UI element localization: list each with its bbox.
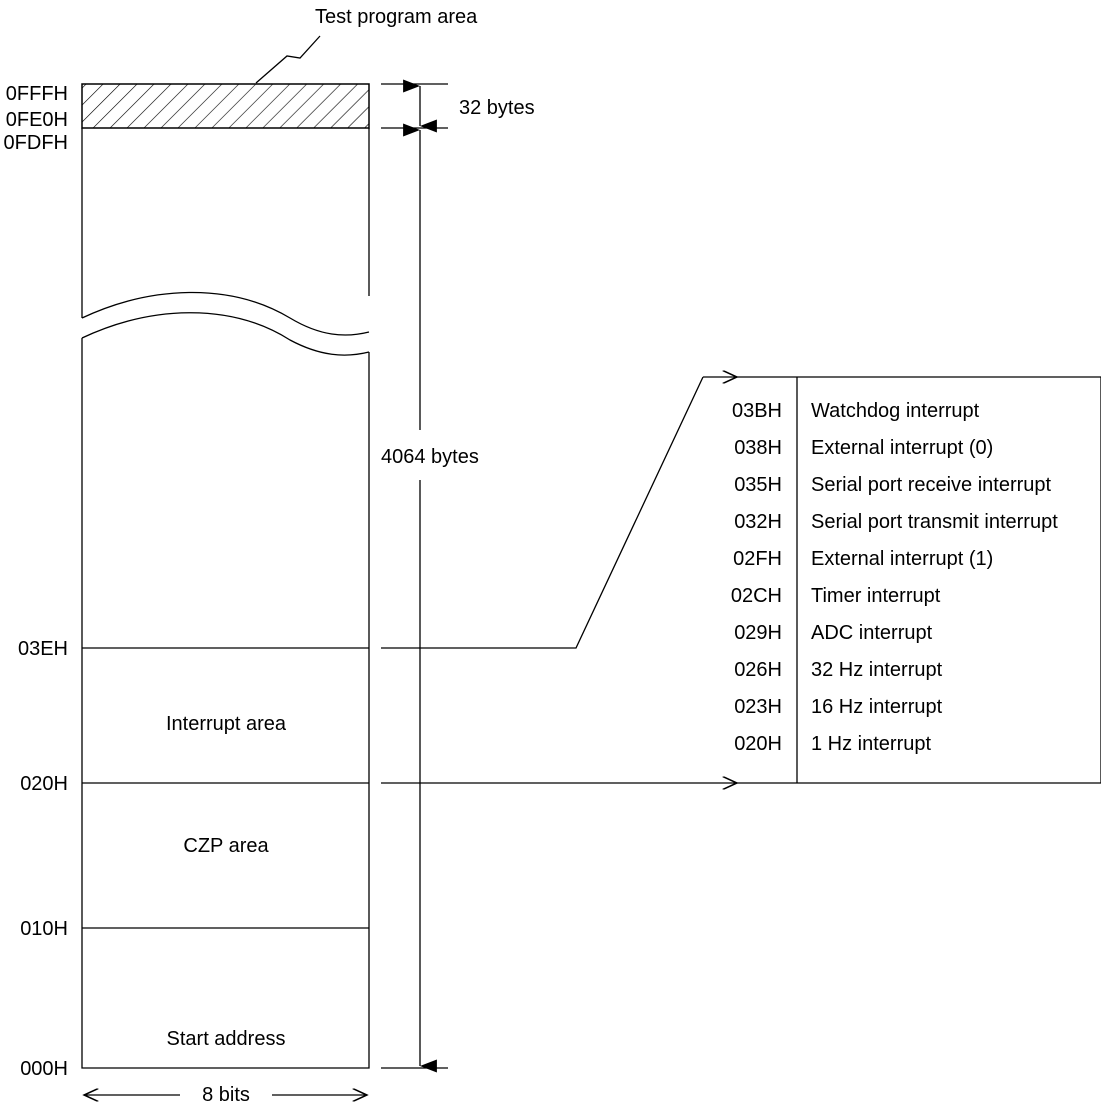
addr-03eh: 03EH	[18, 638, 68, 660]
vector-label: Serial port receive interrupt	[811, 474, 1052, 496]
vector-label: External interrupt (0)	[811, 437, 993, 459]
vector-address: 023H	[734, 696, 782, 718]
vector-label: 1 Hz interrupt	[811, 733, 931, 755]
vector-table: 03BH Watchdog interrupt 038H External inter…	[731, 400, 1058, 755]
interrupt-area-label: Interrupt area	[166, 713, 287, 735]
start-address-label: Start address	[167, 1028, 286, 1050]
break-line-upper	[81, 291, 370, 336]
vector-label: ADC interrupt	[811, 622, 933, 644]
callout-leader-line	[255, 35, 321, 84]
break-line-lower	[81, 312, 370, 356]
addr-000h: 000H	[20, 1058, 68, 1080]
czp-area-label: CZP area	[183, 835, 269, 857]
vector-address: 035H	[734, 474, 782, 496]
vector-address: 020H	[734, 733, 782, 755]
addr-020h: 020H	[20, 773, 68, 795]
lower-block	[81, 338, 370, 1069]
addr-010h: 010H	[20, 918, 68, 940]
upper-block-sides	[81, 128, 370, 318]
vector-address: 038H	[734, 437, 782, 459]
vector-label: 16 Hz interrupt	[811, 696, 943, 718]
vector-address: 032H	[734, 511, 782, 533]
vector-label: Serial port transmit interrupt	[811, 511, 1058, 533]
addr-0fe0h: 0FE0H	[6, 109, 68, 131]
vector-address: 029H	[734, 622, 782, 644]
vector-label: External interrupt (1)	[811, 548, 993, 570]
vector-label: Watchdog interrupt	[811, 400, 980, 422]
addr-0fdfh: 0FDFH	[4, 132, 68, 154]
test-program-callout: Test program area	[315, 6, 478, 28]
vector-address: 02FH	[733, 548, 782, 570]
expansion-leader-top	[381, 376, 704, 649]
test-program-block	[81, 83, 370, 129]
dim-4064-bytes-label: 4064 bytes	[381, 446, 479, 468]
dim-8-bits-label: 8 bits	[202, 1084, 250, 1104]
vector-address: 03BH	[732, 400, 782, 422]
vector-address: 02CH	[731, 585, 782, 607]
vector-label: 32 Hz interrupt	[811, 659, 943, 681]
dim-32-bytes-label: 32 bytes	[459, 97, 535, 119]
addr-0fffh: 0FFFH	[6, 83, 68, 105]
vector-address: 026H	[734, 659, 782, 681]
vector-label: Timer interrupt	[811, 585, 941, 607]
